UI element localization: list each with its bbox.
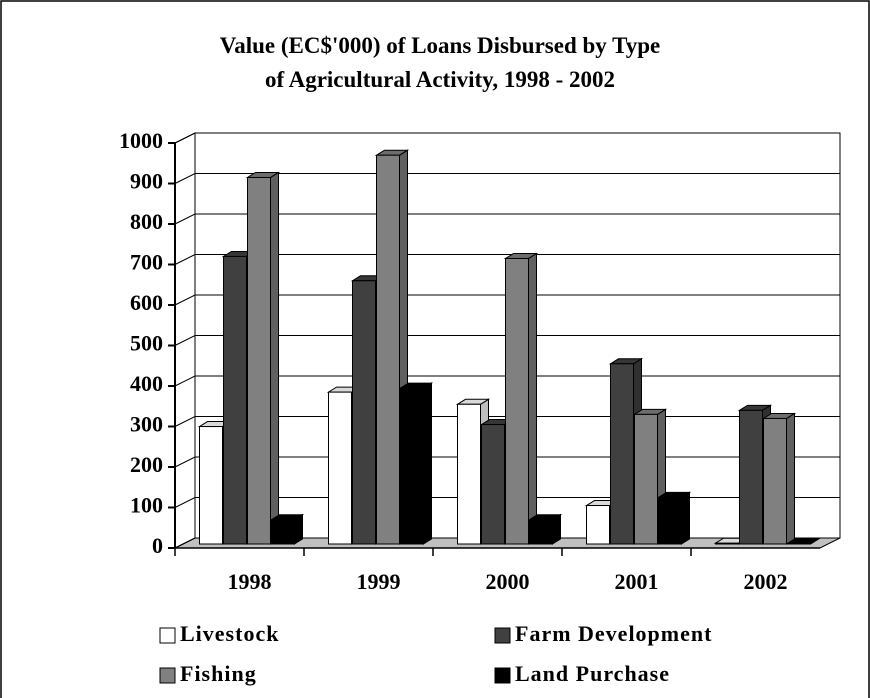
bar xyxy=(715,542,739,545)
bar xyxy=(199,426,223,545)
x-tick-label: 2000 xyxy=(486,569,530,594)
bar-side xyxy=(528,252,537,545)
bar-group xyxy=(785,538,821,545)
grid-line xyxy=(174,213,840,225)
y-tick-label: 800 xyxy=(130,209,163,234)
bar-group xyxy=(656,491,692,545)
chart-title: Value (EC$'000) of Loans Disbursed by Ty… xyxy=(220,33,661,92)
bar xyxy=(328,391,352,545)
bar-group xyxy=(245,171,281,545)
y-tick-label: 700 xyxy=(130,250,163,275)
y-tick-label: 0 xyxy=(152,533,163,558)
bar xyxy=(481,424,505,545)
bar-group xyxy=(761,412,797,545)
bar-side xyxy=(786,412,795,545)
y-tick-label: 400 xyxy=(130,371,163,396)
bar xyxy=(529,519,553,545)
bar-group xyxy=(527,513,563,545)
bar xyxy=(352,280,376,545)
bar-group xyxy=(269,513,305,545)
bar xyxy=(376,154,400,545)
x-tick-label: 2001 xyxy=(615,569,659,594)
legend-swatch xyxy=(159,667,176,684)
bar xyxy=(739,409,763,545)
bar xyxy=(223,255,247,545)
grid-line xyxy=(174,294,840,306)
bar-side xyxy=(423,382,432,545)
bar-group xyxy=(398,382,434,545)
y-tick-label: 300 xyxy=(130,412,163,437)
bar xyxy=(505,257,529,545)
y-tick-label: 900 xyxy=(130,169,163,194)
bar xyxy=(763,417,787,545)
grid-line xyxy=(174,254,840,265)
legend-label: Farm Development xyxy=(515,621,712,646)
grid-line xyxy=(174,173,840,184)
x-tick-label: 1998 xyxy=(228,569,272,594)
bar-top xyxy=(785,538,821,545)
y-tick-label: 600 xyxy=(130,290,163,315)
bar xyxy=(658,496,682,545)
bar xyxy=(610,363,634,545)
y-tick-label: 500 xyxy=(130,331,163,356)
legend-swatch xyxy=(494,667,511,684)
bar-side xyxy=(681,491,690,545)
legend-label: Livestock xyxy=(180,621,279,646)
bar-side xyxy=(270,171,279,545)
legend-label: Land Purchase xyxy=(515,661,670,686)
bar xyxy=(586,505,610,545)
x-tick-label: 1999 xyxy=(357,569,401,594)
bar xyxy=(271,519,295,545)
legend-swatch xyxy=(159,627,176,644)
x-tick-label: 2002 xyxy=(744,569,788,594)
bar xyxy=(634,413,658,545)
legend-swatch xyxy=(494,627,511,644)
bar-group xyxy=(503,252,539,545)
grid-line xyxy=(174,335,840,346)
legend-label: Fishing xyxy=(180,661,257,686)
y-tick-label: 1000 xyxy=(119,128,163,153)
grid-line xyxy=(174,132,840,144)
bar xyxy=(457,403,481,545)
bar xyxy=(400,387,424,545)
y-tick-label: 100 xyxy=(130,493,163,518)
y-tick-label: 200 xyxy=(130,452,163,477)
bar xyxy=(247,176,271,545)
